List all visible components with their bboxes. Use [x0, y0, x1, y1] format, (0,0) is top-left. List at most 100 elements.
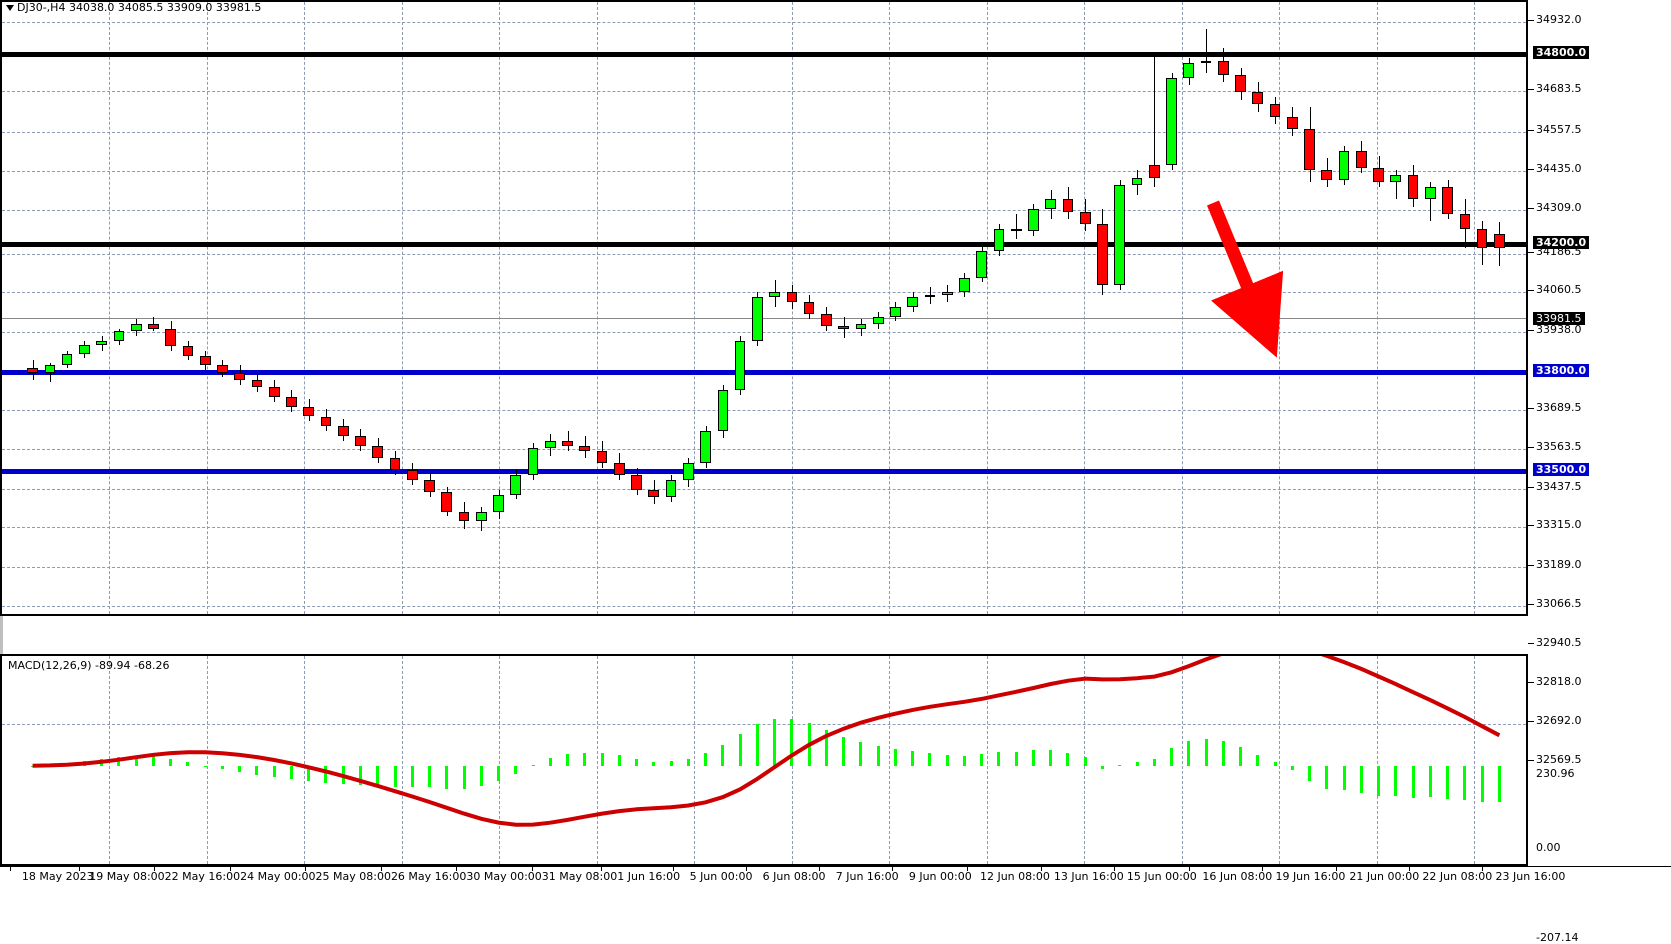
grid-line-vertical: [304, 2, 305, 614]
candle-body: [1114, 184, 1126, 285]
grid-line-vertical: [1084, 2, 1085, 614]
candle-body: [1079, 211, 1091, 224]
candle-body: [1476, 228, 1488, 248]
time-axis[interactable]: 18 May 2023 19 May 08:00 22 May 16:00 24 Ma…: [0, 866, 1671, 890]
time-axis-label: 7 Jun 16:00: [835, 870, 899, 883]
candle-body: [61, 354, 73, 366]
macd-histogram-bar: [1308, 765, 1311, 781]
candle-body: [1269, 104, 1281, 117]
grid-line-vertical: [694, 2, 695, 614]
candle-body: [303, 406, 315, 417]
price-axis-label: 34800.0: [1533, 46, 1590, 59]
candle-body: [44, 365, 56, 373]
grid-line-vertical: [889, 2, 890, 614]
grid-line-vertical: [1474, 656, 1475, 864]
candle-body: [665, 479, 677, 497]
grid-line-vertical: [986, 2, 988, 614]
axis-tickmark: [1528, 604, 1534, 605]
time-axis-separator: [746, 867, 748, 871]
macd-histogram-bar: [1377, 765, 1380, 796]
macd-histogram-bar: [549, 758, 552, 766]
macd-histogram-bar: [1239, 747, 1242, 766]
macd-histogram-bar: [290, 765, 293, 780]
candle-body: [959, 277, 970, 293]
candle-body: [1131, 177, 1143, 185]
price-axis[interactable]: 34932.0 34800.0 34683.5 34557.5 34435.0 34309…: [1528, 0, 1671, 943]
candle-body: [406, 470, 418, 480]
macd-histogram-bar: [359, 765, 362, 785]
time-axis-label: 31 May 08:00: [541, 870, 618, 883]
macd-histogram-bar: [652, 761, 655, 766]
grid-line-vertical: [499, 2, 500, 614]
candle-body: [113, 331, 125, 341]
time-axis-separator: [1040, 867, 1042, 871]
macd-histogram-bar: [635, 758, 638, 766]
macd-histogram-bar: [687, 758, 690, 766]
price-chart-pane[interactable]: [0, 0, 1528, 616]
candle-body: [79, 344, 90, 355]
macd-histogram-bar: [1118, 764, 1121, 766]
price-axis-label: 33066.5: [1536, 597, 1582, 610]
macd-histogram-bar: [1394, 765, 1397, 796]
macd-histogram-bar: [83, 760, 86, 766]
time-axis-label: 22 May 16:00: [164, 870, 241, 883]
candle-body: [1355, 150, 1367, 168]
macd-histogram-bar: [221, 765, 224, 770]
grid-line: [2, 449, 1526, 450]
candle-wick: [1016, 214, 1017, 239]
candle-body: [493, 494, 504, 512]
grid-line-vertical: [694, 656, 695, 864]
macd-histogram-bar: [721, 744, 724, 766]
grid-line-vertical: [1376, 2, 1378, 614]
macd-histogram-bar: [601, 753, 604, 766]
candle-body: [717, 389, 729, 432]
candle-body: [752, 297, 763, 341]
macd-histogram-bar: [911, 750, 914, 766]
macd-indicator-pane[interactable]: MACD(12,26,9) -89.94 -68.26: [0, 654, 1528, 866]
candle-body: [1045, 199, 1057, 210]
axis-tickmark: [1528, 20, 1534, 21]
candle-body: [924, 294, 936, 298]
macd-histogram-bar: [583, 752, 586, 766]
price-axis-label: 33800.0: [1533, 364, 1590, 377]
candle-body: [941, 292, 953, 295]
candle-body: [855, 323, 867, 329]
candle-body: [441, 492, 453, 512]
grid-line: [2, 606, 1526, 607]
time-axis-separator: [78, 867, 80, 871]
price-axis-label: 33437.5: [1536, 480, 1582, 493]
candle-wick: [1206, 28, 1207, 73]
axis-tickmark: [1528, 721, 1534, 722]
candle-body: [337, 426, 349, 436]
candle-body: [1390, 175, 1402, 183]
candle-body: [734, 340, 746, 390]
macd-histogram-bar: [704, 753, 707, 766]
macd-histogram-bar: [670, 761, 673, 766]
candle-body: [1062, 199, 1074, 212]
chart-symbol-header[interactable]: DJ30-,H4 34038.0 34085.5 33909.0 33981.5: [6, 2, 261, 14]
candle-body: [96, 340, 107, 345]
grid-line-vertical: [304, 656, 305, 864]
candle-body: [786, 292, 798, 302]
macd-histogram-bar: [1325, 765, 1328, 790]
candle-body: [993, 228, 1005, 251]
axis-tickmark: [1528, 682, 1534, 683]
time-axis-label: 6 Jun 08:00: [762, 870, 826, 883]
chevron-down-icon[interactable]: [6, 5, 14, 11]
grid-line-vertical: [889, 656, 890, 864]
macd-histogram-bar: [1256, 754, 1259, 766]
macd-histogram-bar: [1412, 765, 1415, 799]
candle-body: [700, 431, 711, 463]
price-axis-label: 34060.5: [1536, 283, 1582, 296]
price-axis-label: 34200.0: [1533, 236, 1590, 249]
price-axis-label: 33938.0: [1536, 323, 1582, 336]
candle-body: [1494, 234, 1505, 248]
time-axis-separator: [456, 867, 458, 871]
candle-body: [234, 372, 246, 380]
candle-body: [165, 328, 176, 346]
time-axis-separator: [1113, 867, 1115, 871]
axis-tickmark: [1528, 487, 1534, 488]
time-axis-label: 9 Jun 00:00: [908, 870, 972, 883]
candle-body: [320, 416, 332, 427]
macd-histogram-bar: [273, 765, 276, 778]
